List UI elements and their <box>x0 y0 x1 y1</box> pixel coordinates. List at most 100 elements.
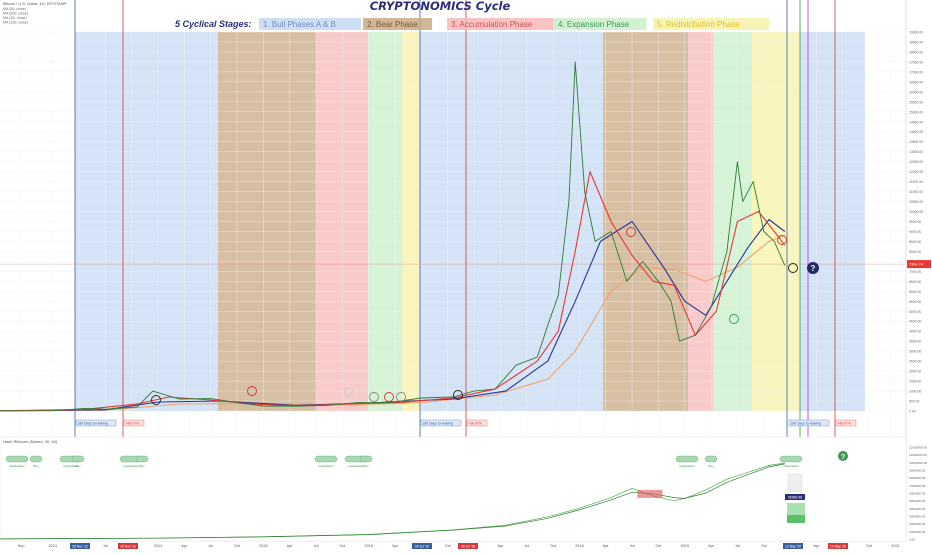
stage-legend-label: 1. Bull Phases A & B <box>263 20 336 29</box>
x-tick-label: Sep <box>18 544 25 548</box>
y-tick-label: 12500.00 <box>909 160 923 164</box>
value-tag-label: 96983.48 <box>788 496 802 500</box>
x-tick-label: Jul <box>735 544 740 548</box>
lower-y-tick-label: 6000000.00 <box>909 492 926 496</box>
lower-y-tick-label: 4000000.00 <box>909 507 926 511</box>
event-circle-marker <box>247 386 257 396</box>
hash-badge <box>675 455 699 463</box>
y-tick-label: 500.00 <box>909 400 919 404</box>
event-circle-marker <box>777 235 787 245</box>
hash-badge <box>135 455 149 463</box>
stage-legend-label: 2. Bear Phase <box>367 20 418 29</box>
x-tick-label: Apr <box>287 544 294 548</box>
indicator-item: MA (100, close) <box>3 21 28 25</box>
x-tick-label: Oct <box>445 544 452 548</box>
y-tick-label: 0.00 <box>909 410 916 414</box>
date-badge <box>70 543 90 549</box>
halving-note-text: +90.97% <box>469 422 482 426</box>
y-tick-label: 10500.00 <box>909 200 923 204</box>
lower-y-tick-label: 12000000.00 <box>909 446 927 450</box>
x-tick-label: 2018 <box>575 544 583 548</box>
y-tick-label: 2500.00 <box>909 360 921 364</box>
lower-y-tick-label: 11000000.00 <box>909 453 927 457</box>
event-circle-marker <box>626 227 636 237</box>
symbol-header: Bitcoin / U.S. Dollar, 1D, BITSTAMP <box>3 1 67 6</box>
date-badge-label: 09 Jul '16 <box>415 545 429 549</box>
indicator-item: MA (1D, close) <box>3 16 27 20</box>
lower-y-tick-label: 0.00 <box>909 538 915 542</box>
lower-question-badge <box>838 451 848 461</box>
hash-badge-label: Buy <box>75 464 81 468</box>
x-tick-label: Oct <box>550 544 557 548</box>
x-tick-label: Jul <box>314 544 319 548</box>
halving-note-text: 180 Days to Halving <box>791 422 821 426</box>
lower-y-tick-label: 2000000.00 <box>909 522 926 526</box>
series-line <box>0 234 785 412</box>
date-badge <box>412 543 432 549</box>
y-tick-label: 5500.00 <box>909 300 921 304</box>
y-tick-label: 11500.00 <box>909 180 923 184</box>
hash-badge-label: Capitulation <box>123 464 139 468</box>
event-circle-marker <box>729 314 739 324</box>
event-circle-marker <box>396 392 406 402</box>
y-tick-label: 3500.00 <box>909 340 921 344</box>
hash-badge <box>704 455 718 463</box>
current-price-tag <box>907 260 931 269</box>
date-badge <box>458 543 478 549</box>
x-tick-label: Oct <box>866 544 873 548</box>
stages-label: 5 Cyclical Stages: <box>175 19 252 29</box>
x-tick-label: 2013 <box>48 544 56 548</box>
y-tick-label: 6500.00 <box>909 280 921 284</box>
stage-legend-swatch <box>363 18 433 30</box>
halving-note-text: +90.97% <box>126 422 139 426</box>
y-tick-label: 14500.00 <box>909 120 923 124</box>
stage-legend-swatch <box>554 18 647 30</box>
y-tick-label: 19000.00 <box>909 31 923 35</box>
date-badge-label: 09 Jul '16 <box>461 545 475 549</box>
stage-legend-swatch <box>653 18 770 30</box>
x-tick-label: 2016 <box>364 544 372 548</box>
y-tick-label: 1500.00 <box>909 380 921 384</box>
y-tick-label: 16000.00 <box>909 90 923 94</box>
lower-y-tick-label: 10000000.00 <box>909 461 927 465</box>
hash-badge <box>314 455 338 463</box>
hash-badge <box>71 455 85 463</box>
stage-legend-label: 3. Accumulation Phase <box>451 20 533 29</box>
chart-title: CRYPTONOMICS Cycle <box>370 0 511 13</box>
halving-note-text: +90.97% <box>838 422 851 426</box>
y-tick-label: 13500.00 <box>909 140 923 144</box>
x-tick-label: Apr <box>497 544 504 548</box>
x-tick-label: 2019 <box>681 544 689 548</box>
x-tick-label: Jul <box>208 544 213 548</box>
y-tick-label: 6000.00 <box>909 290 921 294</box>
y-tick-label: 13000.00 <box>909 150 923 154</box>
date-badge <box>118 543 138 549</box>
hash-badge <box>779 455 803 463</box>
lower-y-tick-label: 1000000.00 <box>909 530 926 534</box>
x-tick-label: Apr <box>708 544 715 548</box>
question-badge-glyph: ? <box>811 264 816 273</box>
x-tick-label: Oct <box>339 544 346 548</box>
halving-note-text: 180 Days to Halving <box>78 422 108 426</box>
lower-y-tick-label: 5000000.00 <box>909 499 926 503</box>
event-circle-marker <box>369 392 379 402</box>
x-tick-label: Jul <box>524 544 529 548</box>
hash-badge <box>5 455 29 463</box>
x-tick-label: Apr <box>392 544 399 548</box>
x-tick-label: Apr <box>603 544 610 548</box>
lower-pane: Hash Ribbons (Miners, 30, 60) Capitulati… <box>0 436 907 542</box>
y-tick-label: 5000.00 <box>909 310 921 314</box>
y-tick-label: 8500.00 <box>909 240 921 244</box>
series-lines <box>0 61 786 412</box>
x-tick-label: Jul <box>103 544 108 548</box>
x-tick-label: 2014 <box>154 544 162 548</box>
hash-badge-label: Buy <box>33 464 39 468</box>
event-circle-marker <box>344 387 354 397</box>
capitulation-zone <box>637 489 663 498</box>
lower-y-tick-label: 7000000.00 <box>909 484 926 488</box>
event-circle-marker <box>453 390 463 400</box>
current-price-label: 7364.74 <box>909 263 923 267</box>
lower-y-tick-label: 8000000.00 <box>909 476 926 480</box>
hash-badge-label: Capitulation <box>318 464 334 468</box>
